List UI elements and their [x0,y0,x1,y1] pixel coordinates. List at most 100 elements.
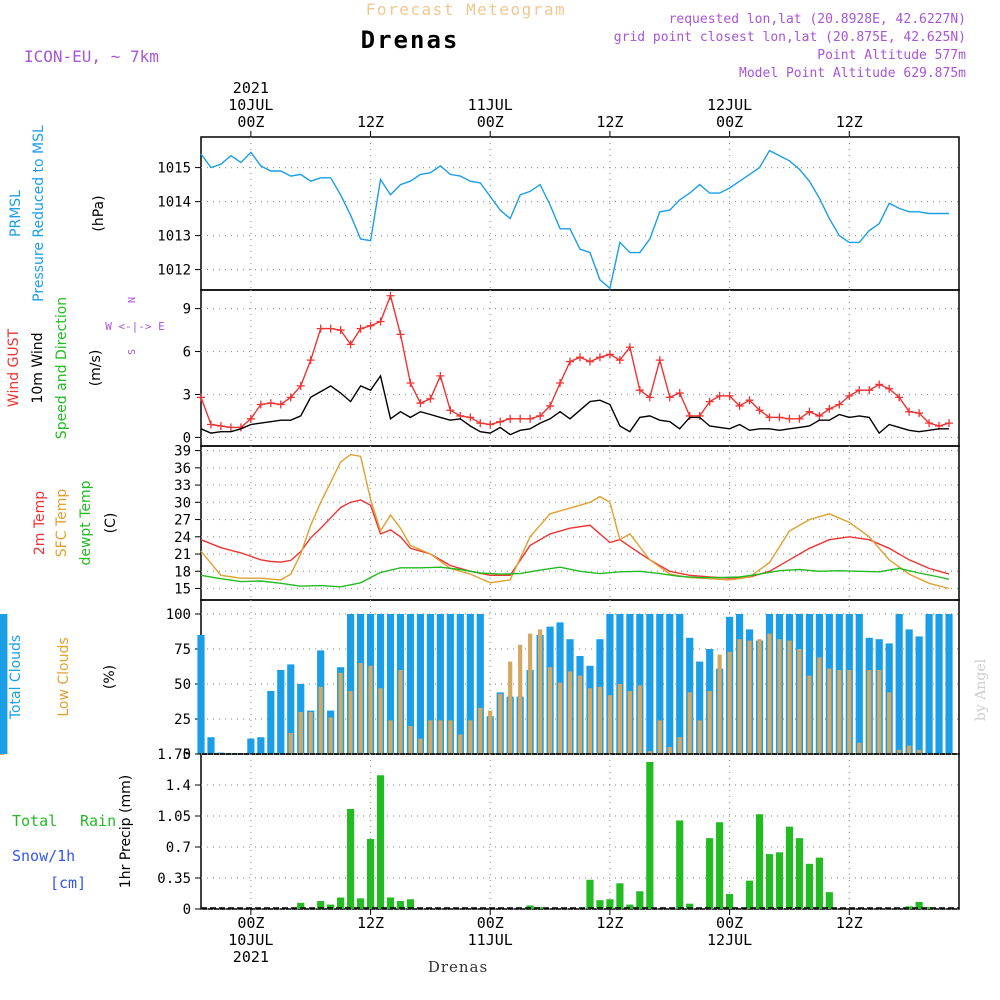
low-clouds-bar [607,695,613,754]
point-altitude: Point Altitude 577m [817,48,966,63]
bottom-axis-label: 2021 [233,948,269,966]
total-clouds-bar [247,738,255,754]
low-clouds-bar [338,672,343,754]
gust-marker [895,393,904,402]
gust-marker [925,419,934,428]
low-clouds-bar [577,675,583,754]
gust-marker [206,420,215,429]
footer-location: Drenas [428,958,488,976]
gust-marker [556,379,565,388]
low-clouds-bar [388,720,393,754]
model-label: ICON-EU, ~ 7km [24,47,159,66]
bottom-axis-label: 10JUL [228,931,273,949]
legend-total: Total [12,812,57,830]
gust-marker [645,393,654,402]
gust-marker [406,379,415,388]
low-clouds-bar [917,749,922,754]
gust-marker [306,356,315,365]
total-rain-bar [596,900,604,909]
gust-marker [576,353,584,362]
y-tick-label: 100 [166,607,191,623]
gust-marker [665,393,674,402]
top-axis-label: 10JUL [228,96,273,114]
legend-rain: Rain [80,812,116,830]
y-tick-label: 24 [174,530,191,546]
low-clouds-bar [627,691,632,754]
wind-compass: N W <-|-> E S [105,297,165,355]
gust-marker [516,414,525,423]
compass-south: S [127,349,138,355]
low-clouds-bar [428,720,433,754]
total-clouds-bar [197,635,205,754]
total-clouds-bar [666,614,674,754]
y-axis-label: Total Clouds [8,635,24,720]
total-clouds-bar [915,636,923,754]
low-clouds-bar [637,685,642,754]
bottom-axis-label: 12Z [357,914,384,932]
low-clouds-bar [348,691,353,754]
total-rain-bar [406,899,415,909]
gust-marker [855,386,864,395]
y-axis-label: Pressure Reduced to MSL [31,125,47,302]
y-tick-label: 1015 [157,161,191,177]
y-tick-label: 0.35 [157,871,191,887]
low-clouds-bar [757,639,762,754]
total-rain-bar [356,898,365,909]
low-clouds-bar [647,751,652,754]
gust-marker [496,417,505,426]
y-tick-label: 3 [183,387,191,403]
low-clouds-bar [707,691,712,754]
y-axis-label: Low Clouds [56,637,72,716]
gust-marker [426,394,435,403]
top-axis-label: 12Z [596,113,623,131]
bottom-axis-label: 12Z [836,914,863,932]
low-clouds-bar [368,665,373,754]
bottom-axis-label: 00Z [237,914,264,932]
precip-legend: Total Rain Snow/1h [cm] [12,812,116,892]
top-axis-label: 00Z [477,113,504,131]
dewpt-temp-line [200,566,950,588]
total-rain-bar [765,854,774,909]
total-rain-bar [706,838,714,909]
gust-marker [346,340,355,349]
total-rain-bar [366,839,375,909]
gust-marker [466,413,475,422]
total-rain-bar [337,897,345,909]
low-clouds-bar [817,657,822,754]
top-axis-label: 00Z [237,113,264,131]
low-clouds-bar [328,717,333,754]
low-clouds-bar [458,734,463,754]
total-rain-bar [606,899,614,909]
y-axis-label: 2m Temp [32,491,48,555]
compass-north: N [127,297,138,303]
gust-marker [436,371,445,380]
gust-marker [655,356,664,365]
total-clouds-bar [676,614,684,754]
low-clouds-bar [887,692,892,754]
low-clouds-bar [298,712,303,754]
panel-precip: 0 0.35 0.7 1.05 1.4 1.75 1hr Precip (mm) [118,747,960,918]
total-rain-bar [376,775,385,909]
gust-marker [376,317,385,326]
total-clouds-bar [646,614,654,754]
total-rain-bar [795,838,804,909]
gust-marker [356,324,365,333]
low-clouds-bar [567,671,573,754]
top-axis-label: 11JUL [468,96,513,114]
gust-marker [835,400,844,409]
low-clouds-bar [478,707,483,754]
low-clouds-bar [528,633,533,754]
panel-pressure: 1012 1013 1014 1015 PRMSL Pressure Reduced to… [8,125,960,302]
gust-marker [865,386,874,395]
gust-marker [605,350,614,359]
gust-marker [326,324,335,333]
gust-marker [625,343,634,352]
gust-marker [246,414,255,423]
low-clouds-bar [418,738,423,754]
y-tick-label: 30 [174,495,191,511]
low-clouds-bar [488,710,493,754]
panel-frame [200,445,960,601]
total-clouds-bar [207,737,215,754]
low-clouds-bar [827,668,832,754]
gust-marker [256,400,265,409]
